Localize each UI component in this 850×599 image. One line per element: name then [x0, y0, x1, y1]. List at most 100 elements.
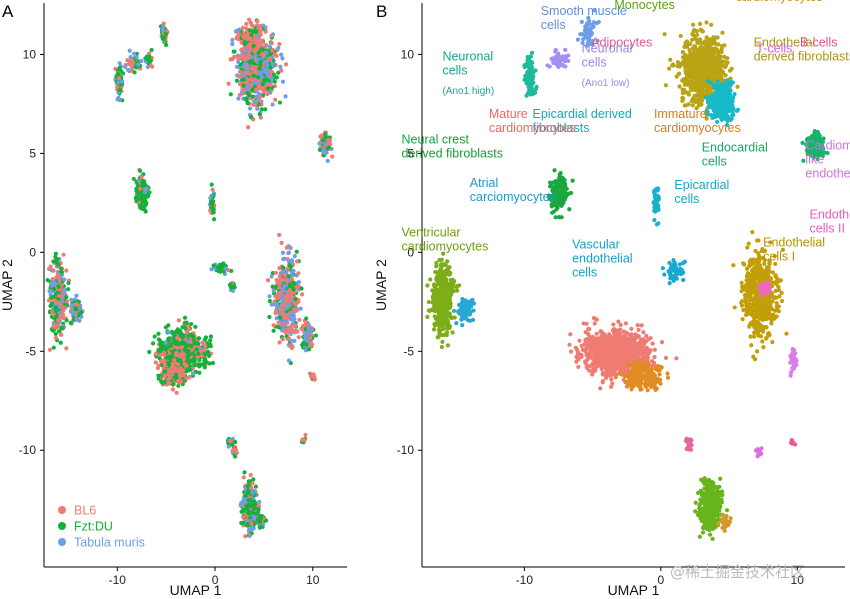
a-scatter-point: [300, 342, 305, 348]
a-scatter-point: [208, 334, 214, 339]
b-scatter-point: [706, 43, 711, 48]
a-scatter-point: [257, 66, 262, 71]
a-scatter-point: [168, 354, 173, 359]
a-scatter-point: [245, 101, 250, 106]
a-scatter-point: [276, 320, 281, 325]
a-scatter-point: [249, 83, 254, 88]
a-scatter-point: [275, 295, 280, 301]
a-scatter-point: [149, 47, 154, 53]
a-scatter-point: [216, 268, 221, 274]
a-scatter-point: [46, 298, 52, 303]
a-scatter-point: [162, 362, 167, 367]
a-scatter-point: [69, 297, 74, 302]
a-scatter-point: [207, 361, 212, 366]
a-scatter-point: [242, 470, 247, 475]
a-scatter-point: [163, 325, 168, 330]
a-scatter-point: [288, 264, 293, 269]
a-scatter-point: [163, 31, 168, 36]
a-scatter-point: [249, 115, 254, 120]
b-scatter-point: [680, 98, 685, 104]
a-scatter-point: [66, 280, 71, 286]
a-scatter-point: [286, 302, 291, 308]
a-scatter-point: [277, 340, 282, 345]
a-scatter-point: [196, 336, 202, 341]
a-scatter-point: [263, 25, 268, 30]
b-scatter-point: [700, 83, 705, 88]
a-scatter-point: [156, 331, 161, 336]
b-scatter-point: [522, 64, 527, 70]
a-scatter-point: [128, 55, 133, 60]
a-scatter-point: [166, 329, 171, 335]
b-scatter-point: [525, 58, 530, 63]
a-scatter-point: [61, 315, 66, 321]
a-scatter-point: [186, 352, 191, 358]
a-scatter-point: [228, 439, 233, 444]
b-scatter-point: [701, 69, 707, 74]
a-scatter-point: [64, 299, 70, 304]
b-scatter-point: [580, 32, 585, 37]
a-scatter-point: [59, 270, 65, 275]
a-scatter-point: [269, 41, 274, 46]
a-scatter-point: [196, 341, 201, 346]
a-scatter-point: [237, 74, 242, 79]
a-scatter-point: [321, 138, 326, 143]
b-scatter-point: [686, 90, 691, 95]
a-scatter-point: [292, 300, 297, 306]
a-scatter-point: [139, 206, 145, 211]
a-scatter-point: [230, 41, 235, 47]
a-scatter-point: [272, 79, 277, 84]
a-scatter-point: [267, 314, 272, 320]
b-scatter-point: [704, 20, 709, 25]
a-scatter-point: [281, 265, 286, 270]
a-scatter-point: [168, 375, 173, 381]
b-scatter-point: [708, 37, 713, 42]
a-scatter-point: [244, 21, 249, 27]
a-scatter-point: [247, 106, 253, 111]
a-scatter-point: [139, 58, 144, 64]
a-scatter-point: [177, 341, 182, 347]
a-scatter-point: [251, 80, 257, 85]
a-scatter-point: [301, 437, 306, 442]
a-scatter-point: [296, 335, 301, 340]
a-scatter-point: [250, 481, 255, 486]
a-scatter-point: [180, 368, 185, 373]
a-scatter-point: [244, 26, 249, 31]
a-scatter-point: [210, 187, 215, 192]
a-scatter-point: [262, 59, 267, 64]
a-scatter-point: [267, 44, 272, 49]
a-scatter-point: [267, 294, 272, 299]
a-scatter-point: [188, 332, 193, 338]
a-scatter-point: [51, 345, 56, 350]
a-scatter-point: [139, 174, 144, 180]
a-scatter-point: [54, 314, 59, 319]
a-scatter-point: [245, 87, 250, 92]
b-scatter-point: [563, 47, 568, 52]
a-scatter-point: [282, 294, 287, 299]
a-scatter-point: [279, 277, 284, 282]
a-scatter-point: [273, 97, 278, 102]
a-scatter-point: [202, 362, 207, 367]
a-scatter-point: [258, 23, 263, 29]
a-scatter-point: [274, 75, 279, 80]
a-scatter-point: [237, 27, 242, 32]
a-scatter-point: [131, 176, 136, 182]
a-x-tick-label: 0: [212, 573, 219, 587]
a-scatter-point: [58, 340, 63, 345]
a-scatter-point: [184, 376, 189, 381]
a-scatter-point: [162, 350, 167, 355]
a-scatter-point: [237, 69, 243, 74]
a-points: [45, 17, 335, 539]
b-scatter-point: [575, 37, 581, 42]
a-scatter-point: [236, 59, 241, 65]
a-scatter-point: [292, 281, 297, 286]
a-scatter-point: [69, 309, 74, 315]
b-scatter-point: [700, 48, 706, 54]
a-scatter-point: [262, 78, 268, 83]
a-scatter-point: [116, 80, 121, 85]
a-scatter-point: [263, 107, 268, 112]
b-scatter-point: [691, 29, 696, 34]
a-scatter-point: [298, 306, 303, 311]
a-scatter-point: [264, 67, 269, 72]
b-scatter-point: [720, 70, 725, 76]
